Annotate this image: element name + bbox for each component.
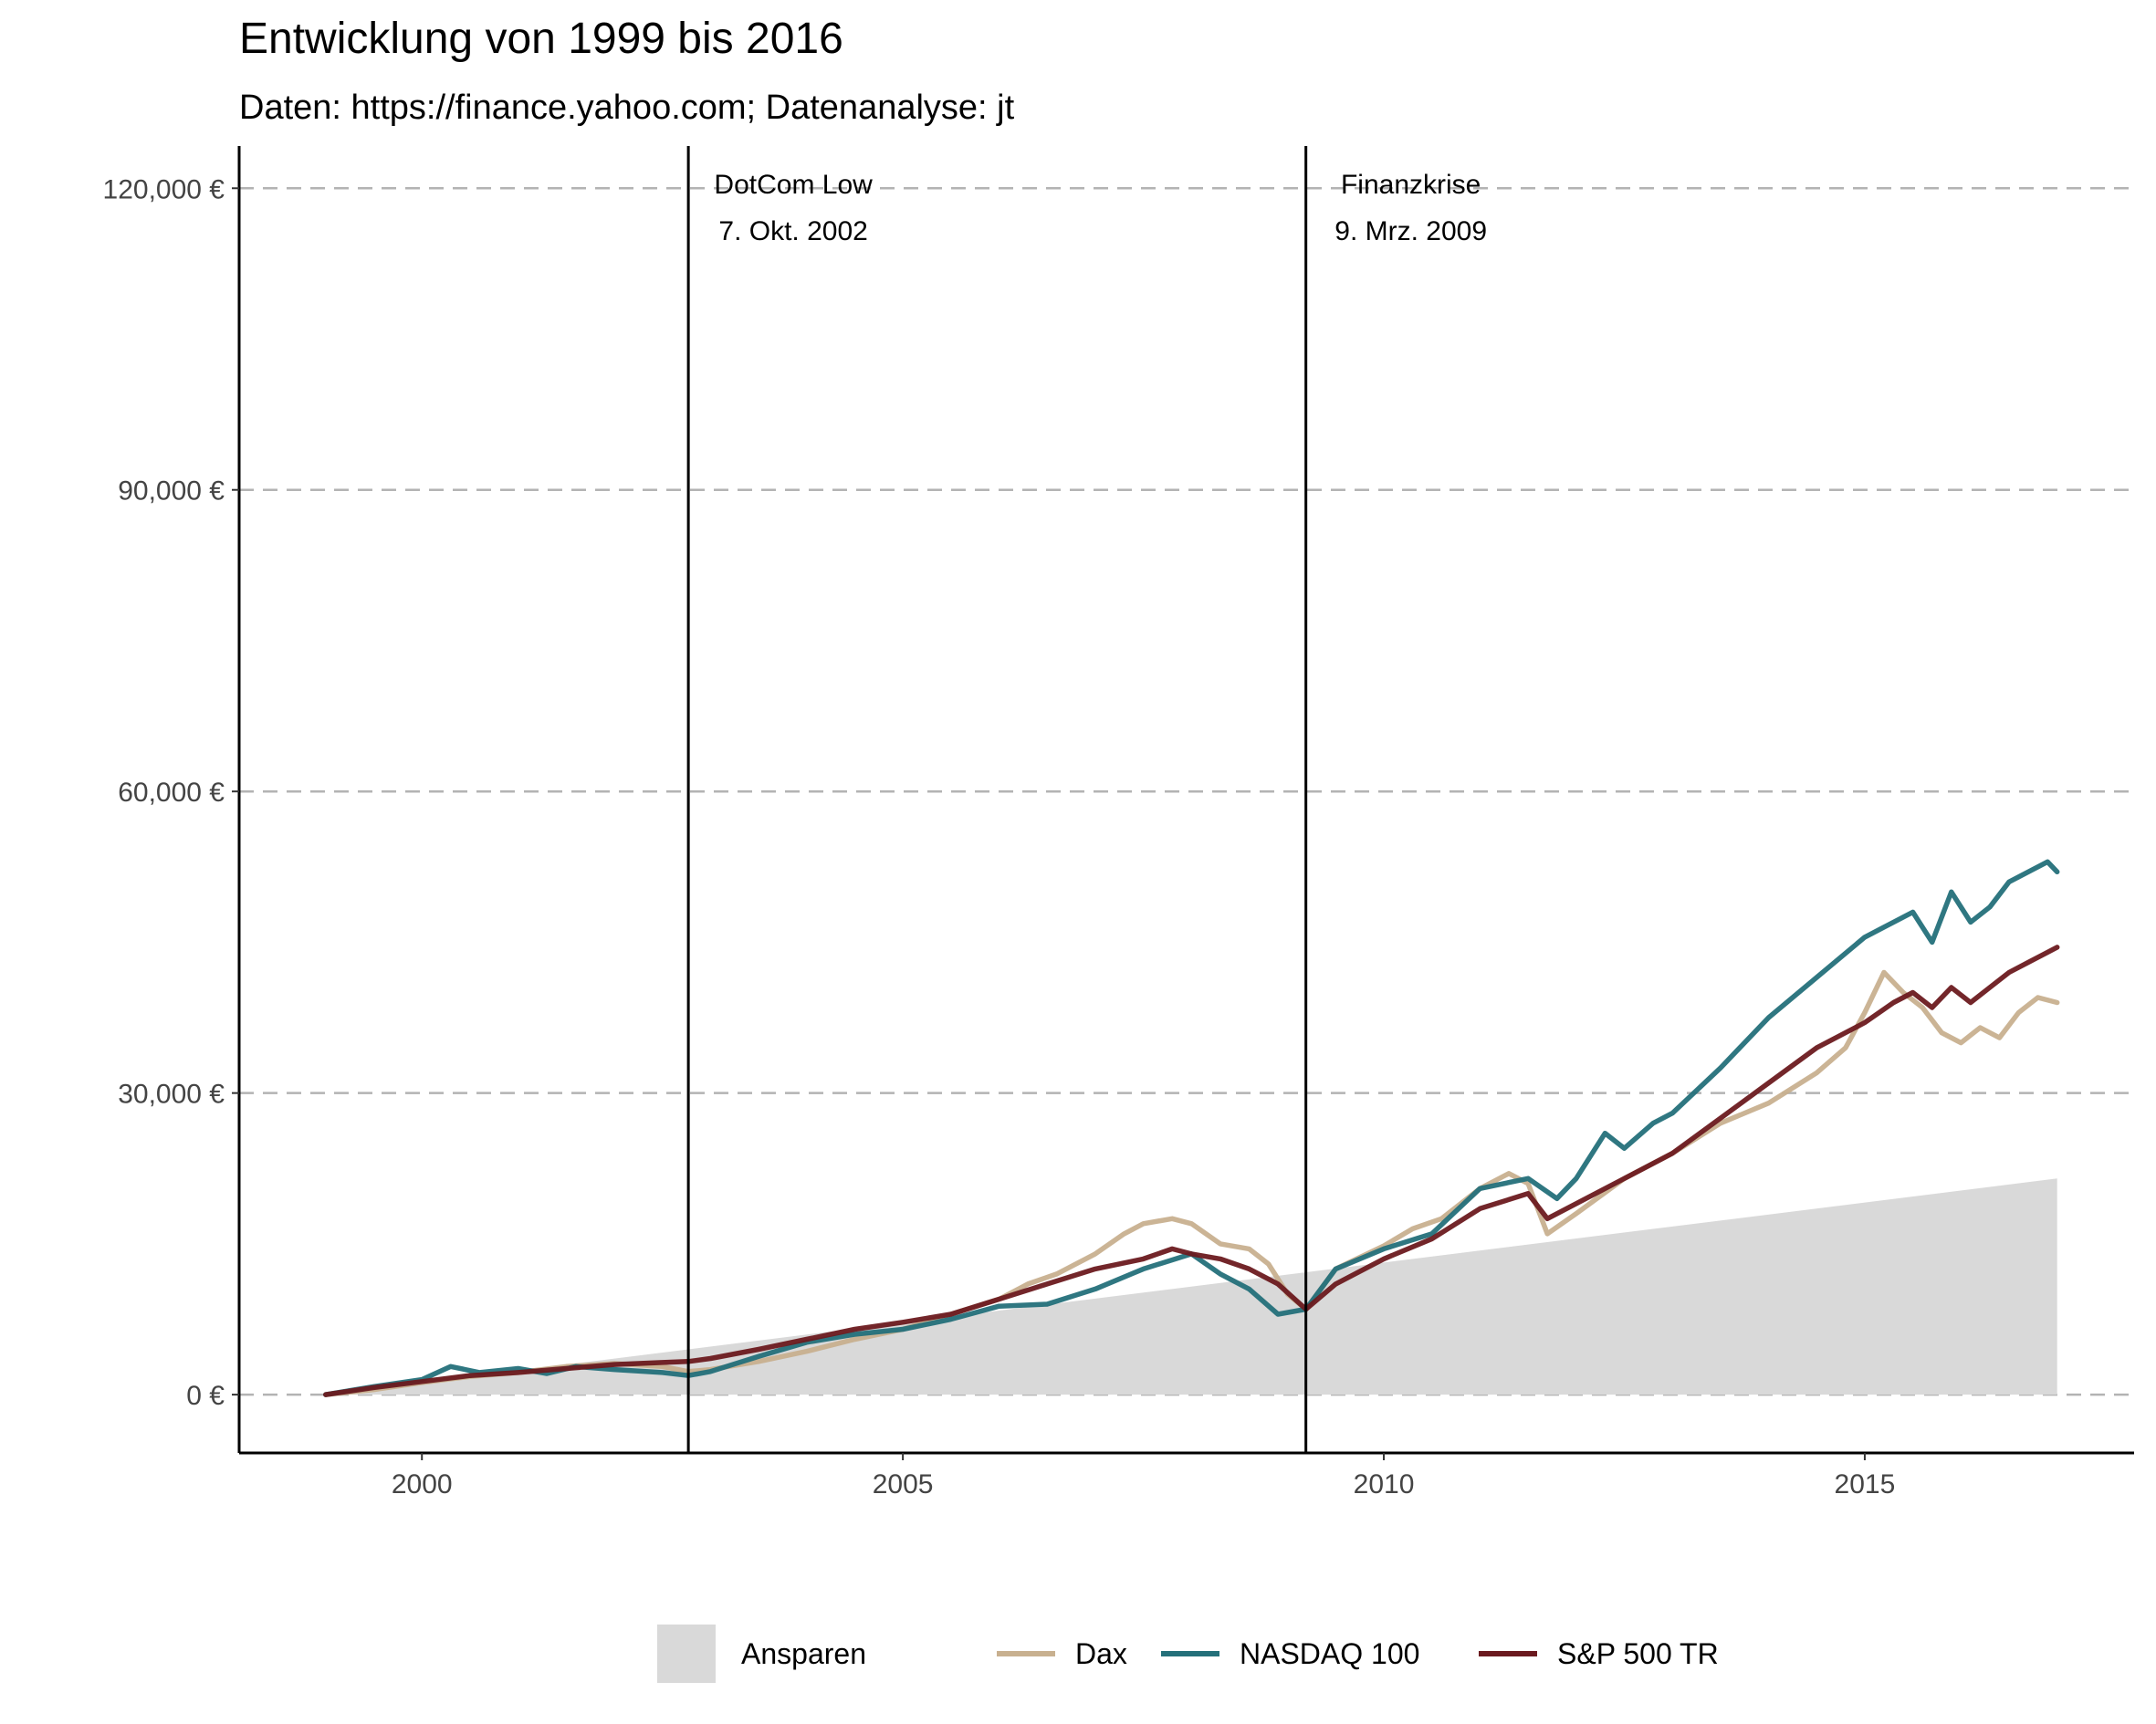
event-date: 9. Mrz. 2009 [1334, 216, 1487, 246]
event-markers: DotCom Low 7. Okt. 2002 Finanzkrise 9. Mrz.… [686, 146, 1487, 1453]
y-tick-label: 120,000 € [103, 174, 225, 204]
legend-label-series-0: Dax [1075, 1637, 1127, 1670]
legend-label-series-1: NASDAQ 100 [1240, 1637, 1419, 1670]
legend-label-series-2: S&P 500 TR [1557, 1637, 1719, 1670]
chart-title: Entwicklung von 1999 bis 2016 [239, 15, 843, 63]
legend-key-ansparen [657, 1625, 716, 1683]
legend-label-ansparen: Ansparen [741, 1637, 866, 1670]
y-tick-label: 90,000 € [118, 476, 225, 507]
area-ansparen [325, 1178, 2057, 1395]
legend: Ansparen Dax NASDAQ 100 S&P 500 TR [657, 1625, 1719, 1683]
y-tick-label: 0 € [186, 1381, 225, 1411]
y-tick-label: 30,000 € [118, 1080, 225, 1110]
x-tick-label: 2015 [1835, 1469, 1896, 1499]
x-tick-label: 2010 [1354, 1469, 1415, 1499]
event-label: DotCom Low [714, 170, 873, 200]
axes [237, 146, 2134, 1455]
x-tick-label: 2000 [392, 1469, 453, 1499]
series-line-2 [323, 945, 2060, 1397]
x-axis-ticks: 2000 2005 2010 2015 [392, 1453, 1895, 1499]
chart-subtitle: Daten: https://finance.yahoo.com; Datena… [239, 89, 1015, 127]
y-axis-ticks: 0 € 30,000 € 60,000 € 90,000 € 120,000 € [103, 174, 239, 1411]
event-label: Finanzkrise [1341, 170, 1481, 200]
event-date: 7. Okt. 2002 [718, 216, 867, 246]
x-tick-label: 2005 [873, 1469, 934, 1499]
area-layer [325, 1178, 2057, 1395]
y-tick-label: 60,000 € [118, 778, 225, 808]
